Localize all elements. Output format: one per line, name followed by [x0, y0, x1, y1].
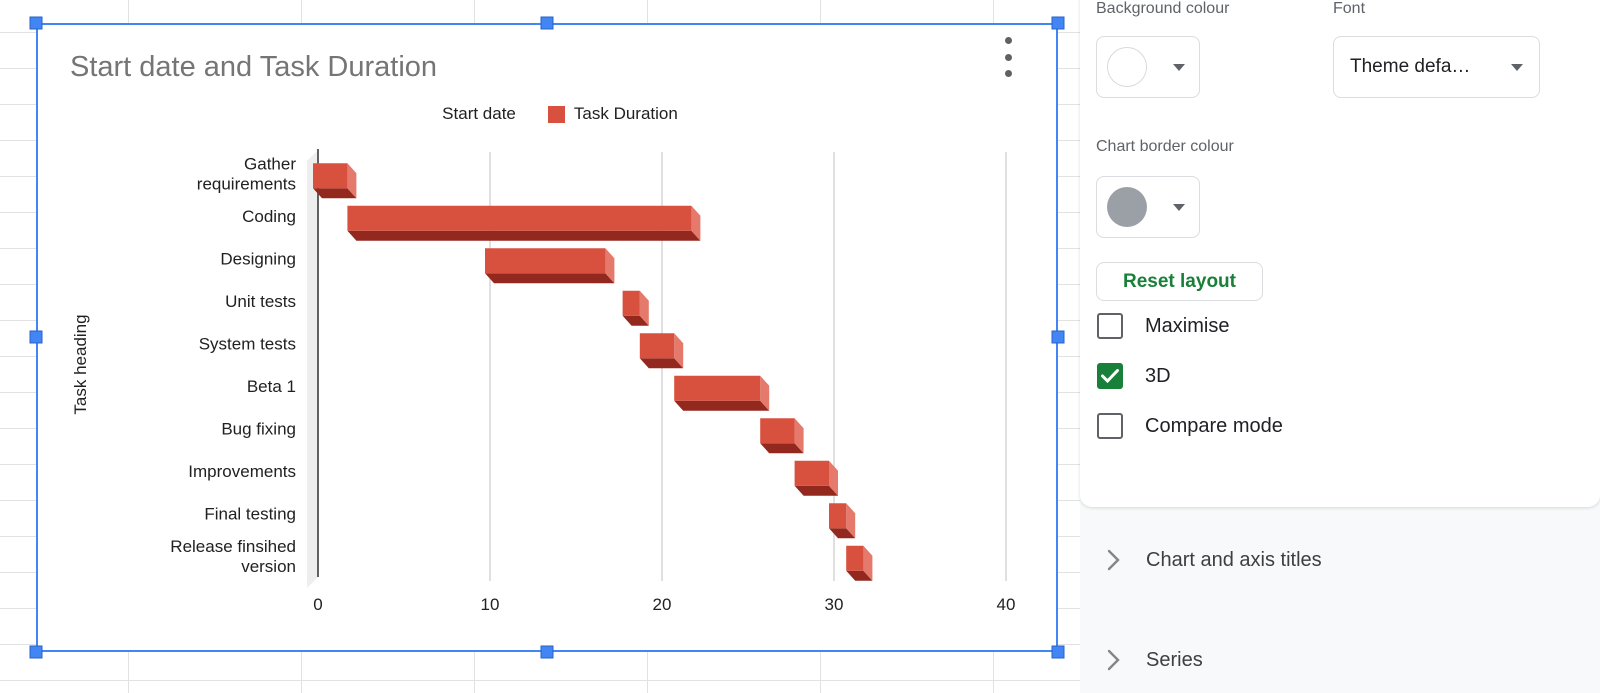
- chart-border-colour-swatch: [1107, 187, 1147, 227]
- checkbox-row-compare-mode[interactable]: Compare mode: [1097, 413, 1283, 439]
- category-label: Improvements: [188, 462, 296, 481]
- svg-text:30: 30: [825, 595, 844, 614]
- chevron-down-icon: [1173, 204, 1185, 211]
- category-label: Final testing: [204, 504, 296, 523]
- font-dropdown[interactable]: Theme defa…: [1333, 36, 1540, 98]
- svg-text:Beta 1: Beta 1: [247, 377, 296, 396]
- resize-handle-bottom-middle[interactable]: [541, 646, 554, 659]
- svg-text:10: 10: [481, 595, 500, 614]
- svg-text:version: version: [241, 557, 296, 576]
- category-label: Beta 1: [247, 377, 296, 396]
- bar-task-duration[interactable]: [795, 461, 838, 496]
- compare-mode-label: Compare mode: [1145, 415, 1283, 438]
- svg-text:Bug fixing: Bug fixing: [221, 419, 296, 438]
- resize-handle-left-middle[interactable]: [30, 331, 43, 344]
- resize-handle-top-left[interactable]: [30, 17, 43, 30]
- svg-text:requirements: requirements: [197, 174, 296, 193]
- category-label: Coding: [242, 207, 296, 226]
- background-colour-swatch: [1107, 47, 1147, 87]
- bar-task-duration[interactable]: [640, 333, 683, 368]
- 3d-label: 3D: [1145, 365, 1171, 388]
- resize-handle-top-middle[interactable]: [541, 17, 554, 30]
- svg-text:Coding: Coding: [242, 207, 296, 226]
- bar-task-duration[interactable]: [829, 503, 855, 538]
- chevron-right-icon: [1106, 549, 1120, 571]
- chart-border-colour-label: Chart border colour: [1096, 138, 1234, 156]
- svg-text:20: 20: [653, 595, 672, 614]
- category-label: System tests: [199, 334, 296, 353]
- compare-mode-checkbox[interactable]: [1097, 413, 1123, 439]
- checkbox-row-maximise[interactable]: Maximise: [1097, 313, 1229, 339]
- category-label: Gatherrequirements: [197, 154, 297, 193]
- section-label: Series: [1146, 649, 1203, 672]
- category-label: Release finsihedversion: [170, 537, 296, 576]
- svg-text:40: 40: [997, 595, 1016, 614]
- section-series[interactable]: Series: [1080, 636, 1600, 684]
- section-chart-and-axis-titles[interactable]: Chart and axis titles: [1080, 536, 1600, 584]
- resize-handle-bottom-left[interactable]: [30, 646, 43, 659]
- section-label: Chart and axis titles: [1146, 549, 1322, 572]
- font-value: Theme defa…: [1350, 56, 1470, 78]
- chevron-down-icon: [1511, 64, 1523, 71]
- chart-container[interactable]: Start date and Task Duration Start date …: [36, 23, 1058, 652]
- background-colour-dropdown[interactable]: [1096, 36, 1200, 98]
- svg-text:Unit tests: Unit tests: [225, 292, 296, 311]
- svg-text:Final testing: Final testing: [204, 504, 296, 523]
- bar-task-duration[interactable]: [674, 376, 769, 411]
- resize-handle-right-middle[interactable]: [1052, 331, 1065, 344]
- font-label: Font: [1333, 0, 1365, 18]
- resize-handle-bottom-right[interactable]: [1052, 646, 1065, 659]
- chart-editor-panel: Background colour Font Theme defa… Chart…: [1080, 0, 1600, 693]
- chart-border-colour-dropdown[interactable]: [1096, 176, 1200, 238]
- screen: Start date and Task Duration Start date …: [0, 0, 1600, 693]
- resize-handle-top-right[interactable]: [1052, 17, 1065, 30]
- checkbox-row-3d[interactable]: 3D: [1097, 363, 1171, 389]
- bar-task-duration[interactable]: [313, 163, 356, 198]
- y-axis-title: Task heading: [71, 314, 90, 414]
- bar-task-duration[interactable]: [760, 418, 803, 453]
- bar-task-duration[interactable]: [623, 291, 649, 326]
- bar-task-duration[interactable]: [485, 248, 614, 283]
- bar-task-duration[interactable]: [846, 546, 872, 581]
- svg-text:System tests: System tests: [199, 334, 296, 353]
- reset-layout-button[interactable]: Reset layout: [1096, 262, 1263, 301]
- 3d-checkbox[interactable]: [1097, 363, 1123, 389]
- bar-task-duration[interactable]: [347, 206, 700, 241]
- svg-text:Improvements: Improvements: [188, 462, 296, 481]
- category-label: Unit tests: [225, 292, 296, 311]
- svg-text:Designing: Designing: [220, 249, 296, 268]
- svg-text:Gather: Gather: [244, 154, 296, 173]
- category-label: Designing: [220, 249, 296, 268]
- chevron-right-icon: [1106, 649, 1120, 671]
- svg-text:Release finsihed: Release finsihed: [170, 537, 296, 556]
- chevron-down-icon: [1173, 64, 1185, 71]
- gantt-plot: 0 10 20 30 40 Gatherrequirements Coding Designi…: [38, 25, 1056, 650]
- svg-text:0: 0: [313, 595, 322, 614]
- category-label: Bug fixing: [221, 419, 296, 438]
- maximise-label: Maximise: [1145, 315, 1229, 338]
- background-colour-label: Background colour: [1096, 0, 1229, 18]
- maximise-checkbox[interactable]: [1097, 313, 1123, 339]
- chart-style-card: Background colour Font Theme defa… Chart…: [1080, 0, 1600, 507]
